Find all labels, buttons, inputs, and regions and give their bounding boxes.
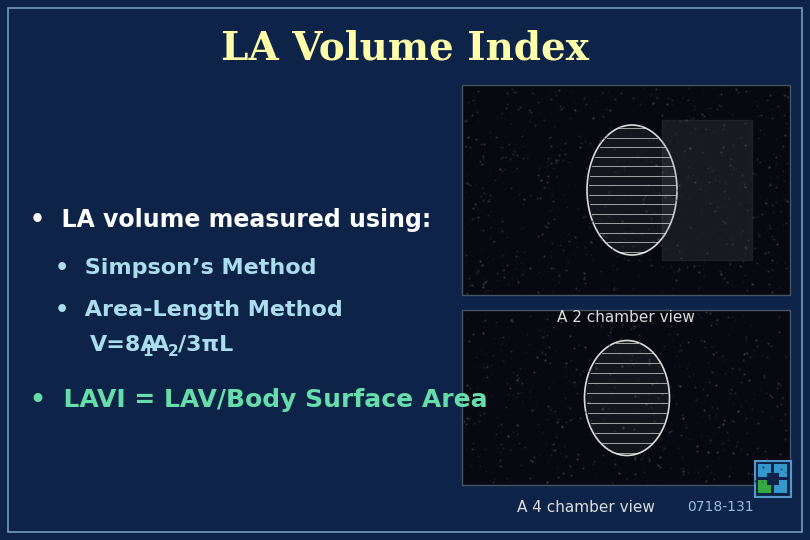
Bar <box>774 464 787 477</box>
Text: •  Simpson’s Method: • Simpson’s Method <box>55 258 317 278</box>
Text: A 2 chamber view: A 2 chamber view <box>557 309 695 325</box>
Bar <box>758 480 771 493</box>
Text: /3πL: /3πL <box>178 335 233 355</box>
Text: 2: 2 <box>168 345 179 360</box>
Bar <box>767 473 779 485</box>
Ellipse shape <box>585 341 670 456</box>
Text: LA Volume Index: LA Volume Index <box>221 29 589 67</box>
Bar <box>758 464 771 477</box>
Text: V=8A: V=8A <box>90 335 159 355</box>
Ellipse shape <box>587 125 677 255</box>
Text: •  Area-Length Method: • Area-Length Method <box>55 300 343 320</box>
Bar <box>755 461 791 497</box>
Text: A 4 chamber view: A 4 chamber view <box>517 500 655 515</box>
Text: 1: 1 <box>142 345 152 360</box>
Text: •  LAVI = LAV/Body Surface Area: • LAVI = LAV/Body Surface Area <box>30 388 488 412</box>
Bar <box>462 85 790 295</box>
Bar <box>462 310 790 485</box>
Text: A: A <box>152 335 169 355</box>
Text: 0718-131: 0718-131 <box>687 500 753 514</box>
Bar <box>774 480 787 493</box>
Text: •  LA volume measured using:: • LA volume measured using: <box>30 208 431 232</box>
